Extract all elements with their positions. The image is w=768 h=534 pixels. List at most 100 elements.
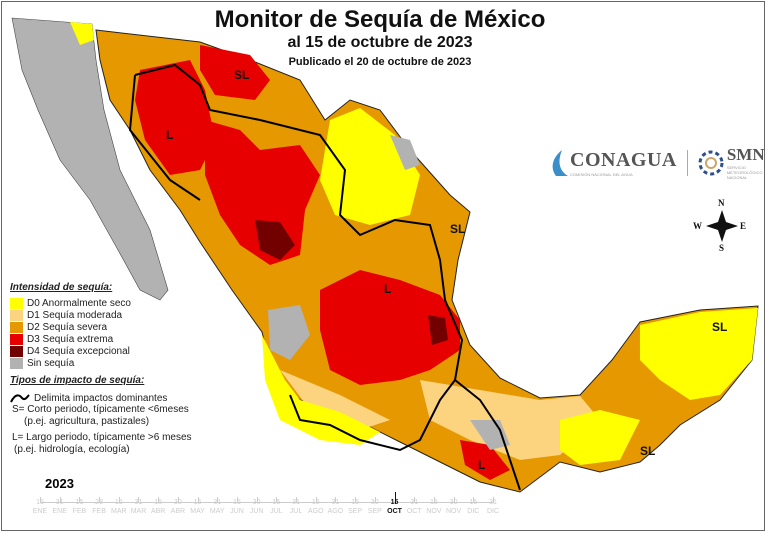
tick-day: 15 xyxy=(311,499,320,506)
legend-swatch xyxy=(10,321,23,333)
tick-month: JUN xyxy=(249,508,264,515)
d3-area xyxy=(200,45,270,100)
tick-day: 31 xyxy=(213,499,222,506)
tick-month: FEB xyxy=(72,508,87,515)
tick-month: FEB xyxy=(92,508,106,515)
timeline-label: 15 OCT xyxy=(384,498,406,516)
timeline-label: 15 ENE xyxy=(29,498,51,516)
timeline-label: 31 JUL xyxy=(285,498,307,516)
legend: Intensidad de sequía: D0 Anormalmente se… xyxy=(10,280,192,456)
short-term-label: S= Corto periodo, típicamente <6meses xyxy=(12,404,189,415)
tick-month: SEP xyxy=(348,508,363,515)
timeline-label: 15 MAY xyxy=(187,498,209,516)
tick-day: 30 xyxy=(252,499,261,506)
map-title: Monitor de Sequía de México xyxy=(214,6,546,33)
smn-logo: SMN SERVICIO METEOROLÓGICO NACIONAL xyxy=(698,145,767,180)
timeline-tick xyxy=(394,492,396,504)
no-drought-area xyxy=(268,305,310,360)
legend-label: Sin sequía xyxy=(27,357,75,369)
timeline-year: 2023 xyxy=(45,476,74,491)
tick-day: 30 xyxy=(449,499,458,506)
legend-swatch xyxy=(10,345,23,357)
timeline-label: 15 DIC xyxy=(462,498,484,516)
map-label: L xyxy=(384,282,392,296)
tick-month: AGO xyxy=(307,508,324,515)
timeline-tick xyxy=(276,497,278,503)
map-label: SL xyxy=(450,222,466,236)
timeline-tick xyxy=(79,497,81,503)
d4-area xyxy=(428,315,448,345)
tick-day: 15 xyxy=(430,499,438,506)
baja-california xyxy=(11,17,169,301)
smn-subtext: SERVICIO METEOROLÓGICO NACIONAL xyxy=(726,165,763,180)
timeline-label: 15 ABR xyxy=(147,498,169,516)
conagua-subtext: COMISIÓN NACIONAL DEL AGUA xyxy=(570,171,633,177)
timeline-tick xyxy=(217,497,219,503)
tick-day: 31 xyxy=(331,499,340,506)
d1-area xyxy=(280,370,390,430)
legend-item: D0 Anormalmente seco xyxy=(10,297,192,309)
legend-swatch xyxy=(10,297,23,309)
tick-day: 28 xyxy=(95,499,103,506)
conagua-wave-icon xyxy=(552,149,568,176)
compass-e: E xyxy=(740,221,747,231)
timeline-tick xyxy=(493,497,494,503)
tick-month: JUN xyxy=(230,508,244,515)
tick-day: 15 xyxy=(75,499,84,506)
tick-month: DIC xyxy=(486,508,500,515)
timeline-label: 15 FEB xyxy=(68,498,90,516)
timeline-tick xyxy=(118,497,120,503)
legend-item: D2 Sequía severa xyxy=(10,321,192,333)
tick-month: JUL xyxy=(289,508,303,515)
timeline-label: 30 NOV xyxy=(443,498,465,516)
tick-month: ENE xyxy=(52,508,67,515)
d0-area xyxy=(640,308,758,400)
timeline-tick xyxy=(99,497,101,503)
timeline-label: 30 SEP xyxy=(364,498,386,516)
logo-divider xyxy=(686,149,688,176)
long-term-label: L= Largo periodo, típicamente >6 meses xyxy=(12,432,192,443)
timeline-tick xyxy=(414,497,416,503)
timeline-label: 31 MAY xyxy=(206,498,228,516)
tick-day: 31 xyxy=(55,499,64,506)
no-drought-area xyxy=(470,420,510,450)
conagua-logo: CONAGUA COMISIÓN NACIONAL DEL AGUA xyxy=(548,148,677,178)
timeline-label: 31 OCT xyxy=(403,498,425,516)
timeline-label: 31 ENE xyxy=(49,498,71,516)
timeline-tick xyxy=(453,497,455,503)
timeline-label: 28 FEB xyxy=(88,498,110,516)
tick-month: NOV xyxy=(426,508,442,515)
legend-label: D4 Sequía excepcional xyxy=(27,345,130,357)
tick-month: NOV xyxy=(446,508,462,515)
tick-day: 15 xyxy=(193,499,202,506)
timeline-label: 15 MAR xyxy=(108,498,130,516)
tick-month: OCT xyxy=(406,508,422,515)
tick-day: 30 xyxy=(173,499,182,506)
boundary-label: Delimita impactos dominantes xyxy=(34,392,168,404)
timeline-tick xyxy=(296,497,298,503)
legend-label: D0 Anormalmente seco xyxy=(27,297,131,309)
tick-day: 15 xyxy=(114,499,123,506)
boundary-legend: Delimita impactos dominantes xyxy=(10,392,192,404)
tick-month: MAR xyxy=(130,508,147,515)
smn-text: SMN xyxy=(726,145,765,164)
map-label: SL xyxy=(712,320,728,334)
no-drought-area xyxy=(390,135,420,170)
d4-area xyxy=(255,220,295,260)
logos: CONAGUA COMISIÓN NACIONAL DEL AGUA SMN S… xyxy=(548,145,767,180)
tick-day: 31 xyxy=(292,499,300,506)
timeline-label: 15 JUN xyxy=(226,498,248,516)
timeline-label: 30 JUN xyxy=(246,498,268,516)
tick-month: OCT xyxy=(387,508,402,515)
timeline-label: 30 ABR xyxy=(167,498,189,516)
long-term-examples: (p.ej. hidrología, ecología) xyxy=(14,444,130,455)
impact-title: Tipos de impacto de sequía: xyxy=(10,375,145,386)
timeline-tick xyxy=(197,497,199,503)
impact-boundary xyxy=(128,74,201,201)
tick-month: SEP xyxy=(367,508,382,515)
tick-month: DIC xyxy=(467,508,480,515)
tick-day: 15 xyxy=(154,499,163,506)
tick-day: 31 xyxy=(489,499,497,506)
